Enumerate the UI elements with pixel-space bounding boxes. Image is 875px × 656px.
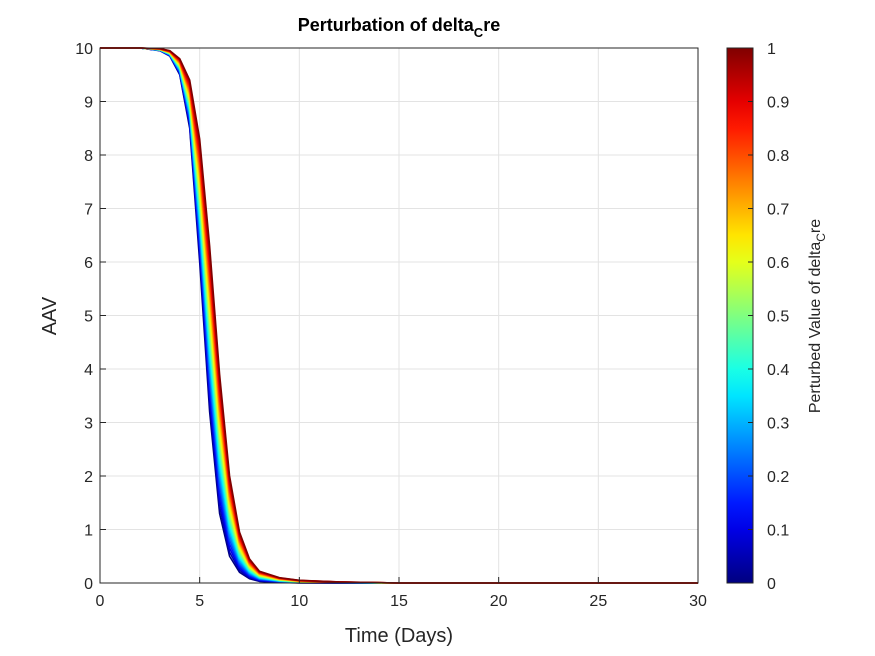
colorbar-tick-label: 0.2 [767,469,789,486]
plot-area: 0 5 10 15 20 25 30 0 1 2 3 4 5 6 7 8 9 10 [75,41,707,610]
colorbar-tick-label: 0.1 [767,523,789,540]
colorbar-tick-label: 0.7 [767,202,789,219]
colorbar-tick-label: 0.6 [767,255,789,272]
colorbar-tick-label: 1 [767,41,776,58]
colorbar: 0 0.1 0.2 0.3 0.4 0.5 0.6 0.7 0.8 0.9 1 Perturbed … [726,41,828,593]
y-tick-label: 1 [84,523,93,540]
colorbar-tick-label: 0.8 [767,148,789,165]
colorbar-tick-label: 0.4 [767,362,789,379]
colorbar-tick-label: 0.9 [767,95,789,112]
y-tick-label: 5 [84,309,93,326]
x-tick-label: 10 [290,593,308,610]
y-axis-label: AAV [39,296,61,335]
chart-title: Perturbation of deltaCre [298,15,500,40]
colorbar-tick-label: 0.5 [767,309,789,326]
x-tick-label: 30 [689,593,707,610]
x-tick-label: 0 [96,593,105,610]
colorbar-label: Perturbed Value of deltaCre [807,219,828,413]
y-tick-label: 8 [84,148,93,165]
x-tick-label: 15 [390,593,408,610]
y-tick-label: 7 [84,202,93,219]
colorbar-ticks: 0 0.1 0.2 0.3 0.4 0.5 0.6 0.7 0.8 0.9 1 [748,41,789,593]
y-tick-label: 3 [84,416,93,433]
y-tick-label: 6 [84,255,93,272]
y-tick-label: 4 [84,362,93,379]
x-tick-label: 5 [195,593,204,610]
colorbar-tick-label: 0 [767,576,776,593]
y-tick-label: 0 [84,576,93,593]
colorbar-tick-label: 0.3 [767,416,789,433]
x-tick-label: 20 [490,593,508,610]
y-tick-label: 2 [84,469,93,486]
ticks-layer: 0 5 10 15 20 25 30 0 1 2 3 4 5 6 7 8 9 10 [75,41,707,610]
y-tick-label: 9 [84,95,93,112]
x-tick-label: 25 [589,593,607,610]
x-axis-label: Time (Days) [345,625,453,647]
y-tick-label: 10 [75,41,93,58]
